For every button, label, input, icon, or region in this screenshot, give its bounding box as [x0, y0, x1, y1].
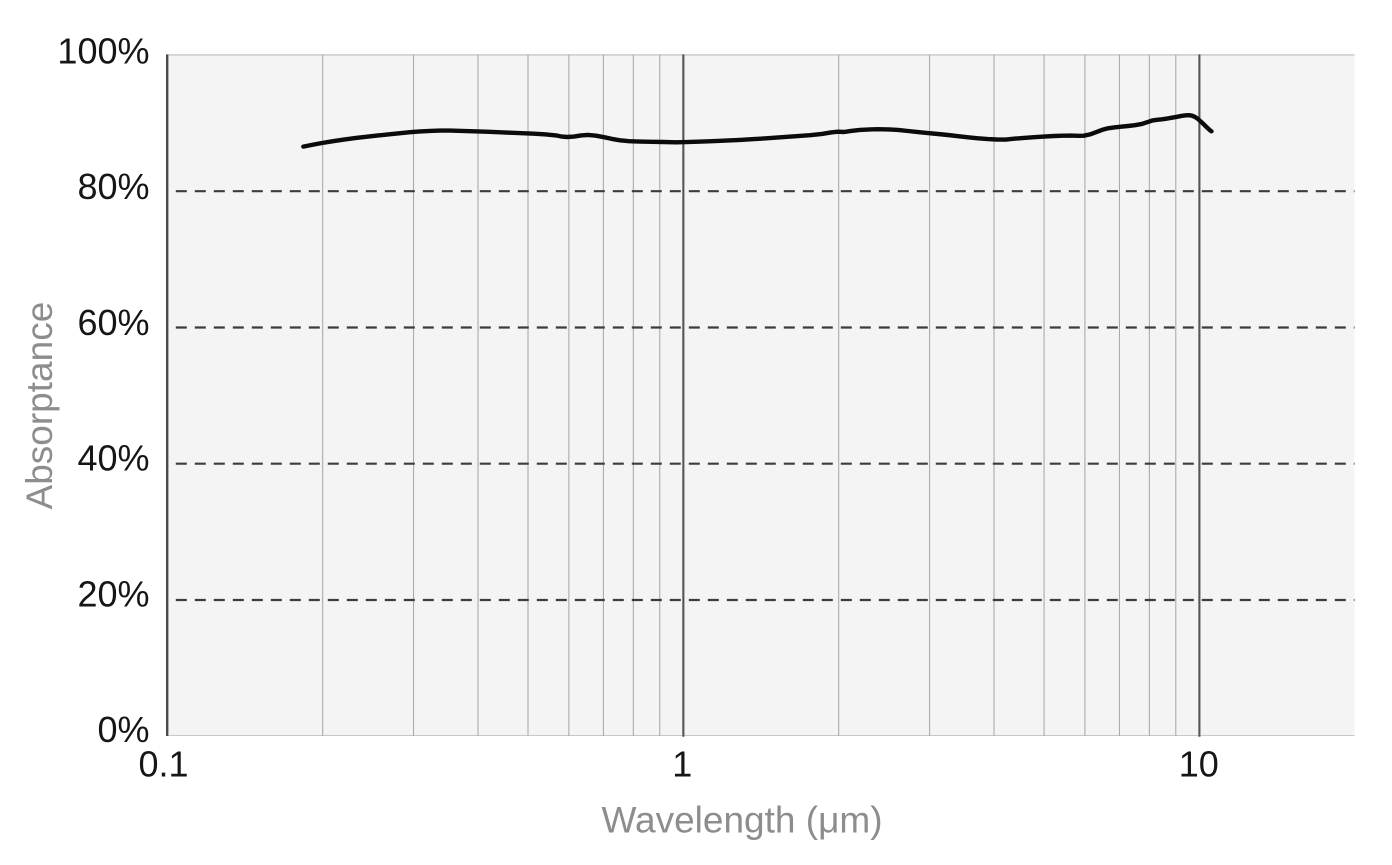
- svg-text:Wavelength (μm): Wavelength (μm): [601, 799, 882, 840]
- svg-text:60%: 60%: [77, 302, 149, 343]
- svg-text:20%: 20%: [77, 573, 149, 614]
- svg-text:0.1: 0.1: [138, 743, 188, 784]
- svg-text:Absorptance: Absorptance: [19, 302, 60, 510]
- svg-text:100%: 100%: [57, 30, 149, 71]
- svg-text:1: 1: [672, 743, 692, 784]
- svg-text:80%: 80%: [77, 166, 149, 207]
- svg-text:10: 10: [1179, 743, 1219, 784]
- svg-text:40%: 40%: [77, 438, 149, 479]
- svg-text:0%: 0%: [97, 709, 149, 750]
